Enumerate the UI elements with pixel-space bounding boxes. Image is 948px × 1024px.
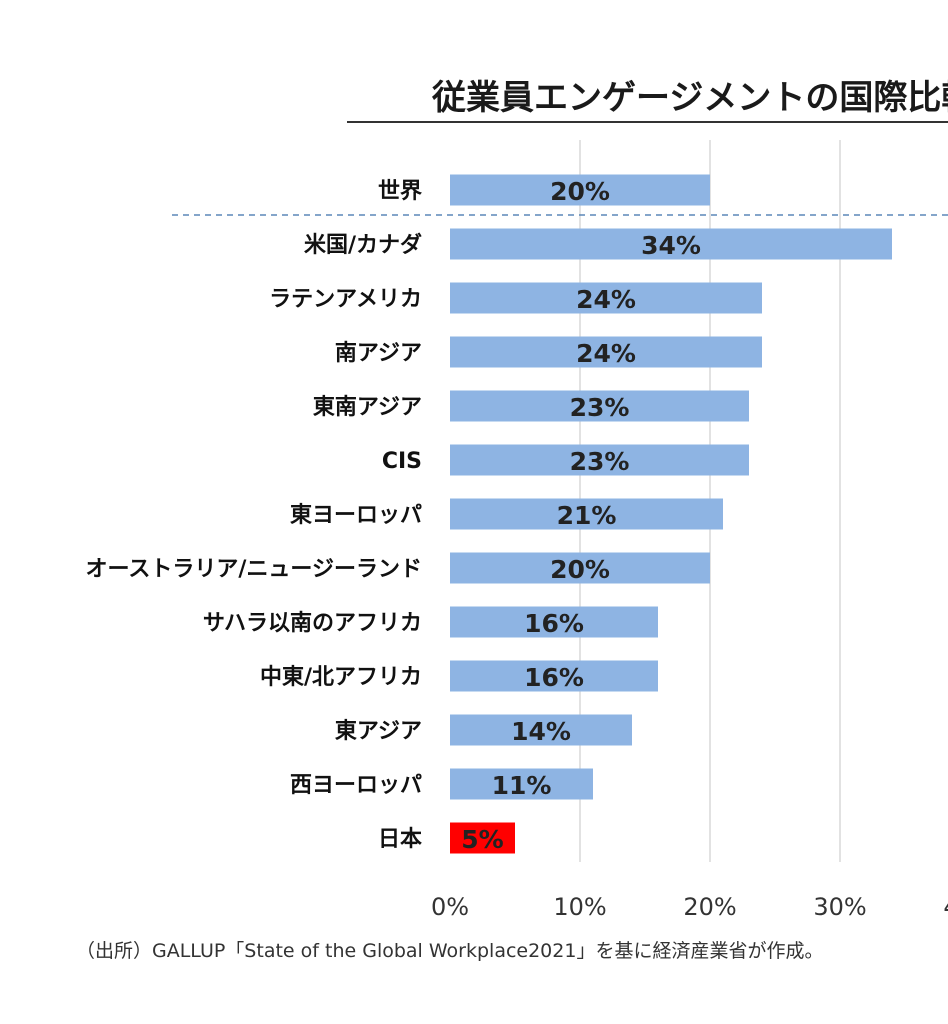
category-label: 東南アジア: [313, 395, 422, 420]
category-label: オーストラリア/ニュージーランド: [86, 557, 423, 582]
x-tick-label: 0%: [431, 893, 469, 921]
bar: [450, 660, 658, 692]
category-label: 東ヨーロッパ: [290, 503, 422, 528]
data-label: 34%: [641, 231, 701, 260]
category-label: 日本: [378, 827, 422, 852]
category-label: 中東/北アフリカ: [260, 665, 422, 690]
data-label: 16%: [524, 663, 584, 692]
data-label: 14%: [511, 717, 571, 746]
category-label: 東アジア: [335, 719, 422, 744]
title-underline: [347, 121, 948, 123]
category-label: サハラ以南のアフリカ: [203, 611, 422, 636]
category-label: ラテンアメリカ: [269, 287, 422, 312]
bar: [450, 228, 892, 260]
data-label: 23%: [570, 447, 630, 476]
bar: [450, 390, 749, 422]
bar: [450, 498, 723, 530]
source-note: （出所）GALLUP「State of the Global Workplace…: [76, 940, 824, 962]
category-label: 世界: [378, 179, 422, 204]
category-label: 南アジア: [335, 341, 422, 366]
x-tick-label: 30%: [813, 893, 866, 921]
bar: [450, 822, 515, 854]
data-label: 20%: [550, 177, 610, 206]
category-label: 米国/カナダ: [304, 232, 422, 258]
category-label: 西ヨーロッパ: [290, 773, 422, 798]
bar: [450, 552, 710, 584]
data-label: 11%: [492, 771, 552, 800]
bar: [450, 606, 658, 638]
x-tick-label: 40%: [943, 893, 948, 921]
data-label: 21%: [557, 501, 617, 530]
x-tick-label: 10%: [553, 893, 606, 921]
bar-chart: 0% 10% 20% 30% 40% 世界 20% 米国/カナダ 34% ラテンアメリカ 24% 南ア…: [86, 140, 948, 921]
category-label: CIS: [382, 449, 422, 474]
bar: [450, 336, 762, 368]
data-label: 20%: [550, 555, 610, 584]
data-label: 5%: [461, 825, 503, 854]
data-label: 24%: [576, 339, 636, 368]
x-tick-label: 20%: [683, 893, 736, 921]
data-label: 23%: [570, 393, 630, 422]
bar: [450, 714, 632, 746]
bar: [450, 174, 710, 206]
data-label: 16%: [524, 609, 584, 638]
bar: [450, 282, 762, 314]
bar: [450, 444, 749, 476]
data-label: 24%: [576, 285, 636, 314]
bar: [450, 768, 593, 800]
chart-title: 従業員エンゲージメントの国際比較: [432, 78, 948, 118]
